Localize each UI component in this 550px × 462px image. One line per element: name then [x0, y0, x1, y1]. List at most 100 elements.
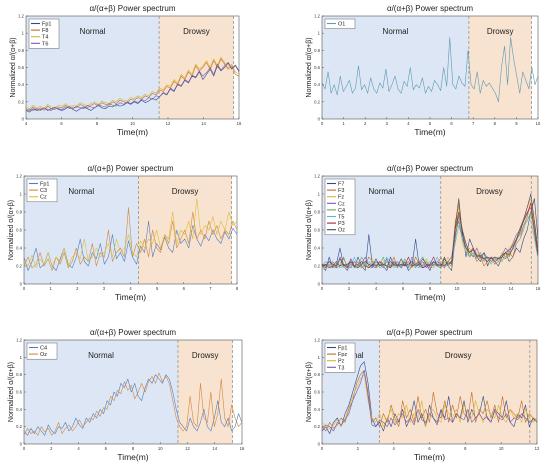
- region-normal-shade: [322, 16, 469, 119]
- region-label-normal: Normal: [80, 27, 106, 36]
- x-tick-label: 12: [166, 121, 171, 126]
- series-line-t4: [25, 56, 240, 109]
- y-tick-label: 0: [20, 442, 23, 447]
- x-tick-label: 4: [392, 446, 395, 451]
- series-line-fp1: [321, 361, 538, 434]
- legend-entry-t4: T4: [42, 35, 48, 41]
- x-tick-label: 16: [240, 446, 245, 451]
- x-tick-label: 4: [77, 446, 80, 451]
- y-tick-label: 0.8: [18, 48, 24, 53]
- y-tick-label: 1.2: [314, 338, 320, 343]
- chart-title: α/(α+β) Power spectrum: [89, 4, 175, 13]
- y-tick-label: 0.8: [16, 210, 22, 215]
- chart-3: 0 1 2 3 4 5 6 7 8 0 0.2 0.4 0.6 0.8 1 1.2 α/(α+β) Power …: [8, 164, 239, 302]
- x-tick-label: 10: [455, 286, 460, 291]
- x-tick-label: 2: [348, 286, 351, 291]
- series-line-p3: [321, 202, 539, 269]
- y-tick-label: 0.4: [314, 246, 320, 251]
- x-tick-label: 6: [60, 121, 63, 126]
- y-tick-label: 0.8: [16, 372, 22, 377]
- y-tick-label: 0.4: [16, 407, 22, 412]
- series-line-oz: [23, 372, 243, 436]
- series-line-c3: [23, 207, 238, 271]
- x-tick-label: 0: [321, 121, 324, 126]
- x-tick-label: 10: [499, 446, 504, 451]
- y-tick-label: 0.4: [18, 82, 24, 87]
- y-tick-label: 0: [318, 282, 321, 287]
- chart-4: 0 2 4 6 8 10 12 14 16 0 0.2 0.4 0.6 0.8 1 1.2 α/(α+β) Po…: [306, 164, 541, 302]
- legend-entry-oz: Oz: [338, 228, 345, 234]
- chart-6: 0 2 4 6 8 10 12 0 0.2 0.4 0.6 0.8 1 1.2 α/(α+β) Power …: [306, 328, 540, 462]
- y-tick-label: 0.6: [314, 65, 320, 70]
- legend-entry-o1: O1: [338, 22, 345, 28]
- x-tick-label: 0: [23, 286, 26, 291]
- y-tick-label: 1: [20, 192, 23, 197]
- legend-entry-f8: F8: [42, 28, 48, 34]
- y-axis-label: Normalized α/(α+β): [306, 362, 313, 422]
- y-tick-label: 1: [318, 31, 321, 36]
- y-axis-label: Normalized α/(α+β): [8, 362, 15, 422]
- y-tick-label: 0.4: [314, 82, 320, 87]
- legend-entry-fz: Fz: [338, 195, 344, 201]
- x-tick-label: 0: [321, 446, 324, 451]
- x-tick-label: 5: [156, 286, 159, 291]
- chart-title: α/(α+β) Power spectrum: [386, 328, 472, 337]
- legend-entry-p3: P3: [338, 221, 345, 227]
- x-axis-label: Time(m): [414, 127, 445, 137]
- region-drowsy-shade: [177, 340, 233, 444]
- x-tick-label: 16: [237, 121, 242, 126]
- region-label-normal: Normal: [383, 27, 409, 36]
- legend-entry-cz: Cz: [338, 201, 345, 207]
- legend-entry-c4: C4: [40, 346, 47, 352]
- y-tick-label: 1: [318, 355, 321, 360]
- y-tick-label: 0: [22, 117, 25, 122]
- y-tick-label: 1.2: [314, 174, 320, 179]
- y-tick-label: 0.6: [314, 228, 320, 233]
- legend-box: [324, 178, 356, 236]
- x-tick-label: 6: [105, 446, 108, 451]
- x-tick-label: 3: [386, 121, 389, 126]
- legend-entry-f7: F7: [338, 182, 344, 188]
- chart-1: 4 6 8 10 12 14 16 0 0.2 0.4 0.6 0.8 1 1.2 α/(α+β) Powe…: [10, 4, 242, 137]
- x-tick-label: 7: [209, 286, 212, 291]
- x-tick-label: 12: [482, 286, 487, 291]
- y-tick-label: 1.2: [18, 14, 24, 19]
- legend-entry-fp1: Fp1: [40, 182, 49, 188]
- x-tick-label: 7: [472, 121, 475, 126]
- x-tick-label: 1: [49, 286, 52, 291]
- x-tick-label: 14: [201, 121, 206, 126]
- x-tick-label: 2: [357, 446, 360, 451]
- legend-entry-c4: C4: [338, 208, 345, 214]
- y-tick-label: 0.2: [18, 99, 24, 104]
- region-label-drowsy: Drowsy: [183, 27, 210, 36]
- x-tick-label: 10: [158, 446, 163, 451]
- x-tick-label: 10: [130, 121, 135, 126]
- legend-entry-fp1: Fp1: [42, 22, 51, 28]
- y-tick-label: 0.6: [314, 390, 320, 395]
- x-tick-label: 2: [50, 446, 53, 451]
- y-tick-label: 0.8: [314, 210, 320, 215]
- x-tick-label: 5: [429, 121, 432, 126]
- series-line-o1: [321, 37, 539, 103]
- x-tick-label: 3: [103, 286, 106, 291]
- chart-title: α/(α+β) Power spectrum: [90, 328, 176, 337]
- region-drowsy-shade: [159, 16, 234, 119]
- x-tick-label: 0: [23, 446, 26, 451]
- y-tick-label: 0.8: [314, 372, 320, 377]
- y-axis-label: Normalized α/(α+β): [306, 200, 313, 260]
- legend-entry-f3: F3: [338, 188, 344, 194]
- y-tick-label: 0.2: [314, 99, 320, 104]
- legend-entry-t5: T5: [338, 215, 344, 221]
- x-tick-label: 16: [536, 286, 541, 291]
- y-tick-label: 0: [20, 282, 23, 287]
- y-tick-label: 0.4: [16, 246, 22, 251]
- region-label-drowsy: Drowsy: [192, 351, 219, 360]
- chart-title: α/(α+β) Power spectrum: [87, 164, 173, 173]
- y-tick-label: 0.6: [16, 228, 22, 233]
- x-tick-label: 4: [25, 121, 28, 126]
- x-tick-label: 6: [450, 121, 453, 126]
- legend-entry-t3: T3: [338, 365, 344, 371]
- series-line-t6: [25, 62, 240, 112]
- x-axis-label: Time(m): [414, 292, 445, 302]
